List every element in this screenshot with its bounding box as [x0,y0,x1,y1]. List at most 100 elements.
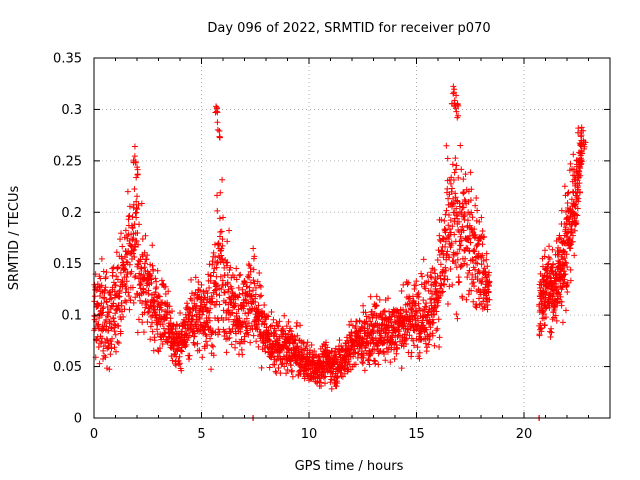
data-point [115,264,122,271]
data-point [317,372,324,379]
data-point [471,248,478,255]
y-tick-label: 0 [74,412,82,427]
data-point [291,333,298,340]
data-point [370,329,377,336]
data-point [577,172,584,179]
data-point [147,323,154,330]
data-point [564,264,571,271]
data-point [209,258,216,265]
data-point [431,342,438,349]
data-point [188,297,195,304]
data-point [398,288,405,295]
data-point [578,124,585,131]
data-point [479,276,486,283]
data-point [104,337,111,344]
data-point [553,317,560,324]
data-point [129,213,136,220]
data-point [178,367,185,374]
data-point [275,323,282,330]
data-point [556,291,563,298]
data-point [399,321,406,328]
data-point [98,300,105,307]
data-point [423,304,430,311]
data-point [106,366,113,373]
data-point [216,301,223,308]
data-point [450,83,457,90]
data-point [113,273,120,280]
data-point [297,322,304,329]
data-point [581,143,588,150]
data-point [162,283,169,290]
data-point [433,327,440,334]
data-point [144,252,151,259]
data-point [346,321,353,328]
data-point [403,309,410,316]
data-point [465,235,472,242]
data-point [223,349,230,356]
data-point [123,285,130,292]
data-point [169,308,176,315]
data-point [266,364,273,371]
data-point [203,338,210,345]
data-point [367,318,374,325]
data-point [429,290,436,297]
data-point [199,354,206,361]
data-point [195,278,202,285]
data-point [145,287,152,294]
data-point [437,292,444,299]
data-point [255,317,262,324]
data-point [219,236,226,243]
data-point [433,288,440,295]
data-point [391,355,398,362]
data-point [139,300,146,307]
data-point [405,279,412,286]
data-point [188,276,195,283]
data-point [212,286,219,293]
data-point [432,283,439,290]
data-point [579,150,586,157]
data-point [561,221,568,228]
data-point [120,313,127,320]
y-tick-label: 0.3 [61,103,82,118]
data-point [236,339,243,346]
x-tick-label: 10 [301,427,318,442]
data-point [224,259,231,266]
data-point [553,280,560,287]
data-point [473,217,480,224]
x-tick-label: 20 [516,427,533,442]
data-point [214,105,221,112]
data-point [460,227,467,234]
data-point [417,336,424,343]
data-point [427,269,434,276]
y-tick-label: 0.15 [53,257,82,272]
data-point [468,287,475,294]
data-point [549,293,556,300]
data-point [557,246,564,253]
data-point [466,267,473,274]
data-point [126,237,133,244]
data-point [229,325,236,332]
data-point [423,326,430,333]
data-point [98,255,105,262]
data-point [165,288,172,295]
data-point [115,339,122,346]
data-point [345,358,352,365]
data-point [156,345,163,352]
data-point [220,214,227,221]
data-point [288,328,295,335]
data-point [571,202,578,209]
data-point [109,269,116,276]
data-point [100,347,107,354]
data-point [575,125,582,132]
data-point [574,212,581,219]
data-point [441,217,448,224]
y-axis-label: SRMTID / TECUs [7,186,22,291]
data-point [216,128,223,135]
data-point [445,222,452,229]
data-point [436,344,443,351]
data-point [439,288,446,295]
data-point [130,247,137,254]
data-point [434,257,441,264]
data-point [373,302,380,309]
